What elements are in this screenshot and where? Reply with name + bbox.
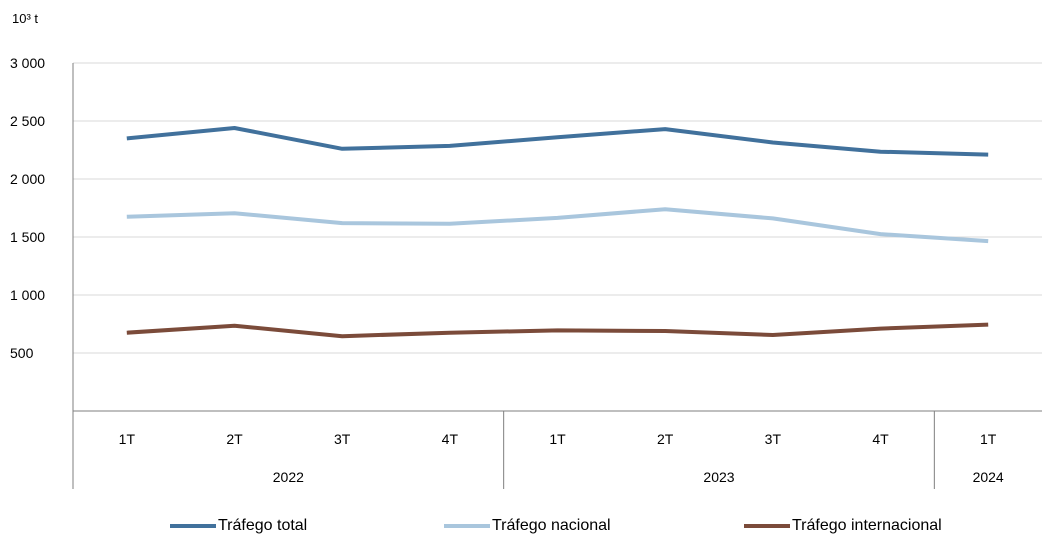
x-year-label: 2023	[703, 469, 734, 485]
x-year-label: 2024	[973, 469, 1004, 485]
legend-label: Tráfego nacional	[492, 516, 611, 534]
y-tick-label: 2 500	[10, 113, 45, 129]
legend-label: Tráfego total	[218, 516, 308, 534]
x-category-label: 1T	[549, 431, 566, 447]
x-category-label: 3T	[334, 431, 351, 447]
y-tick-label: 1 500	[10, 229, 45, 245]
gridlines	[73, 62, 1042, 354]
x-category-label: 2T	[657, 431, 674, 447]
series-line-0	[126, 126, 989, 157]
axes	[72, 63, 1042, 489]
legend-item: Tráfego internacional	[744, 515, 942, 536]
x-axis-year-labels: 2022 2023 2024	[273, 469, 1004, 485]
y-tick-label: 1 000	[10, 287, 45, 303]
y-tick-label: 2 000	[10, 171, 45, 187]
legend-swatch	[444, 523, 490, 528]
line-chart: 10³ t 3 000 2 500 2 000 1 500 1 000 500 1T 2T 3…	[10, 11, 1042, 489]
legend-swatch	[744, 523, 790, 528]
x-category-label: 1T	[980, 431, 997, 447]
legend-item: Tráfego total	[170, 515, 307, 536]
x-category-label: 2T	[226, 431, 243, 447]
y-tick-label: 500	[10, 345, 34, 361]
legend-item: Tráfego nacional	[444, 515, 611, 536]
y-axis-tick-labels: 3 000 2 500 2 000 1 500 1 000 500	[10, 55, 45, 361]
x-category-label: 4T	[442, 431, 459, 447]
x-category-label: 1T	[119, 431, 136, 447]
x-category-label: 3T	[765, 431, 782, 447]
series-line-2	[126, 322, 989, 339]
y-unit-label: 10³ t	[12, 11, 38, 26]
chart-legend: Tráfego total Tráfego nacional Tráfego int…	[0, 515, 1062, 536]
series-lines	[126, 126, 989, 339]
x-axis-category-labels: 1T 2T 3T 4T 1T 2T 3T 4T 1T	[119, 431, 997, 447]
y-tick-label: 3 000	[10, 55, 45, 71]
legend-label: Tráfego internacional	[792, 516, 942, 534]
series-line-1	[126, 207, 989, 244]
legend-swatch	[170, 523, 216, 528]
x-category-label: 4T	[872, 431, 889, 447]
x-year-label: 2022	[273, 469, 304, 485]
